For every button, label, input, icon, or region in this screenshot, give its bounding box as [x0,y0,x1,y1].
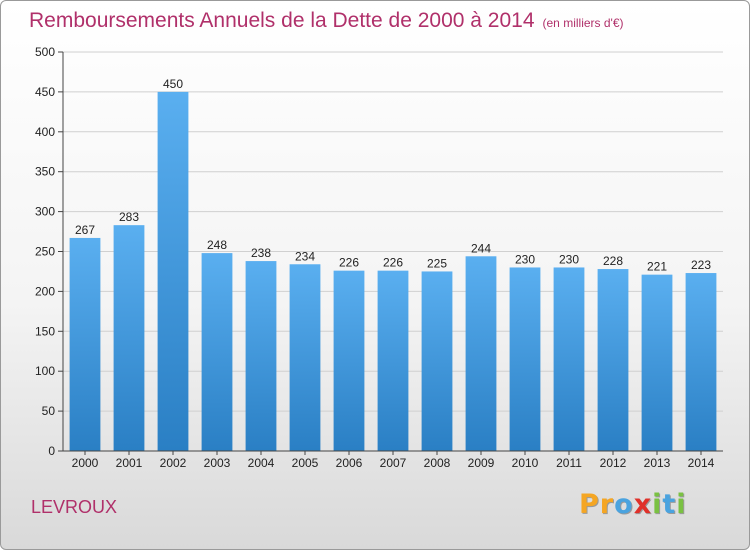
bar-2007 [377,270,409,451]
value-label-2001: 283 [119,210,139,224]
y-tick-label: 500 [35,45,55,59]
y-axis-ticks: 0 50 100 150 200 250 300 350 400 450 500 [35,45,63,458]
bars [69,91,717,452]
bar-2005 [289,264,321,451]
x-tick-label-2008: 2008 [424,456,451,470]
value-label-2006: 226 [339,256,359,270]
value-label-2003: 248 [207,238,227,252]
value-label-2009: 244 [471,241,491,255]
x-tick-label-2002: 2002 [160,456,187,470]
value-label-2005: 234 [295,249,315,263]
logo-letter: P [579,489,600,520]
chart-title-text: Remboursements Annuels de la Dette de 20… [29,9,535,32]
chart-title: Remboursements Annuels de la Dette de 20… [29,9,624,33]
bar-2006 [333,270,365,451]
y-tick-label: 150 [35,324,55,338]
axes [62,52,723,452]
bar-2013 [641,274,673,451]
y-tick-label: 50 [42,404,56,418]
x-tick-label-2014: 2014 [688,456,715,470]
bar-2010 [509,267,541,451]
value-label-2011: 230 [559,252,579,266]
chart-unit: (en milliers d'€) [542,16,624,30]
y-tick-label: 200 [35,284,55,298]
bar-2009 [465,256,497,451]
bar-2002 [157,91,189,452]
value-label-2002: 450 [163,77,183,91]
x-tick-label-2003: 2003 [204,456,231,470]
y-tick-label: 300 [35,205,55,219]
bar-2001 [113,225,145,451]
value-label-2014: 223 [691,258,711,272]
bar-2011 [553,267,585,451]
y-tick-label: 0 [48,444,55,458]
x-tick-label-2004: 2004 [248,456,275,470]
logo-letter: i [676,489,687,520]
value-label-2004: 238 [251,246,271,260]
x-tick-label-2013: 2013 [644,456,671,470]
proxiti-logo: Proxiti [579,489,687,520]
value-label-2007: 226 [383,256,403,270]
x-tick-label-2011: 2011 [556,456,582,470]
logo-letter: x [633,489,653,520]
x-tick-label-2007: 2007 [380,456,407,470]
y-tick-label: 350 [35,165,55,179]
x-tick-label-2009: 2009 [468,456,495,470]
x-axis-ticks: 2000 2001 2002 2003 2004 2005 2006 2007 2008 2009… [72,451,715,470]
x-tick-label-2006: 2006 [336,456,363,470]
y-tick-label: 450 [35,85,55,99]
y-tick-label: 100 [35,364,55,378]
logo-letter: i [652,489,663,520]
y-tick-label: 250 [35,245,55,259]
value-label-2012: 228 [603,254,623,268]
bar-2012 [597,269,629,451]
logo-letter: r [599,489,615,520]
logo-letter: o [614,489,634,520]
value-label-2000: 267 [75,223,95,237]
bar-2008 [421,271,453,451]
bar-2004 [245,261,277,451]
bar-2014 [685,273,717,451]
bar-2000 [69,237,101,451]
x-tick-label-2010: 2010 [512,456,539,470]
y-tick-label: 400 [35,125,55,139]
bar-2003 [201,253,233,451]
value-label-2010: 230 [515,252,535,266]
value-label-2013: 221 [647,260,667,274]
x-tick-label-2005: 2005 [292,456,319,470]
x-tick-label-2012: 2012 [600,456,627,470]
city-name: LEVROUX [31,497,118,517]
value-label-2008: 225 [427,256,447,270]
logo-letter: t [662,489,677,520]
value-labels: 267 283 450 248 238 234 226 226 225 244 230 230 228 2… [75,77,711,274]
x-tick-label-2000: 2000 [72,456,99,470]
x-tick-label-2001: 2001 [116,456,143,470]
